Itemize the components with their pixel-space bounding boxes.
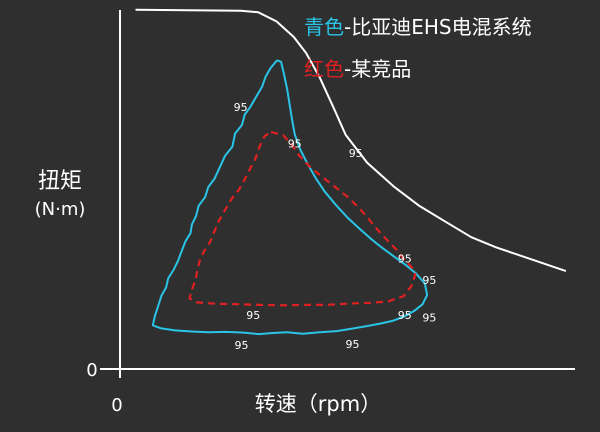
legend-competitor-text: 某竞品 — [351, 57, 411, 81]
y-axis-label-line2: (N·m) — [35, 199, 86, 220]
contour-label-9: 95 — [346, 338, 360, 351]
series-line-efficiency-contour-1 — [151, 59, 429, 336]
contour-label-6: 95 — [398, 309, 412, 322]
legend-entry-competitor: 红色-某竞品 — [304, 57, 411, 81]
contour-label-1: 95 — [288, 138, 302, 151]
series-layer — [135, 8, 567, 336]
legend-competitor-separator: - — [344, 57, 351, 81]
legend-ehs-color-name: 青色 — [304, 15, 344, 39]
contour-label-8: 95 — [235, 339, 249, 352]
contour-label-0: 95 — [234, 101, 248, 114]
legend-competitor-color-name: 红色 — [304, 57, 344, 81]
series-line-max-torque-curve-0 — [135, 8, 567, 273]
legend-ehs-separator: - — [344, 15, 351, 39]
contour-label-4: 95 — [422, 274, 436, 287]
x-axis-label: 转速（rpm） — [255, 392, 381, 416]
legend: 青色-比亚迪EHS电混系统 红色-某竞品 — [304, 15, 532, 81]
contour-label-5: 95 — [422, 311, 436, 324]
legend-entry-ehs: 青色-比亚迪EHS电混系统 — [304, 15, 532, 39]
annotation-layer: 95 95 95 95 95 95 95 95 95 95 — [234, 101, 437, 352]
x-origin-label: 0 — [111, 395, 122, 416]
y-origin-label: 0 — [86, 360, 97, 381]
contour-label-3: 95 — [398, 253, 412, 266]
contour-label-2: 95 — [349, 147, 363, 160]
y-axis-label-line1: 扭矩 — [38, 169, 82, 194]
legend-ehs-text: 比亚迪EHS电混系统 — [351, 15, 531, 39]
contour-label-7: 95 — [246, 309, 260, 322]
series-line-efficiency-contour-2 — [188, 130, 417, 307]
